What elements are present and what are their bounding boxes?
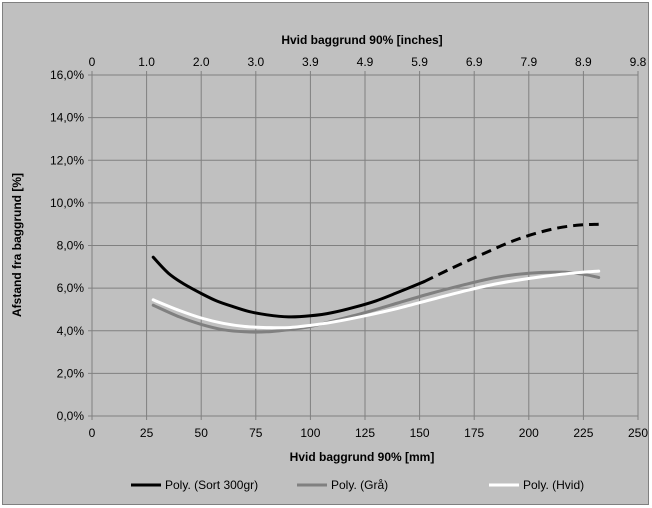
x-tick-label: 25	[140, 426, 154, 440]
x-axis-title: Hvid baggrund 90% [mm]	[290, 450, 435, 464]
series-line-poly-hvid	[151, 269, 601, 330]
legend-label-poly-hvid: Poly. (Hvid)	[523, 478, 584, 492]
series-lines	[151, 222, 601, 334]
y-axis-ticks: 0,0% 2,0% 4,0% 6,0% 8,0% 10,0% 12,0% 14,0% 16,0%	[50, 68, 84, 423]
x-tick-label: 250	[628, 426, 648, 440]
x2-tick-label: 8.9	[575, 55, 592, 69]
series-line-poly-gr	[151, 270, 601, 334]
x2-tick-label: 3.0	[247, 55, 264, 69]
series-line-poly-sort-300gr	[151, 255, 426, 319]
y-tick-label: 4,0%	[57, 324, 85, 338]
x2-tick-label: 9.8	[630, 55, 647, 69]
x-tick-label: 150	[410, 426, 430, 440]
y-tick-label: 10,0%	[50, 196, 84, 210]
x2-tick-label: 5.9	[411, 55, 428, 69]
y-tick-label: 2,0%	[57, 366, 85, 380]
y-tick-label: 8,0%	[57, 239, 85, 253]
y-tick-label: 14,0%	[50, 111, 84, 125]
grid-lines	[88, 71, 639, 420]
x2-tick-label: 2.0	[193, 55, 210, 69]
y-tick-label: 16,0%	[50, 68, 84, 82]
legend: Poly. (Sort 300gr) Poly. (Grå) Poly. (Hvid…	[131, 478, 584, 492]
x-tick-label: 175	[464, 426, 484, 440]
x2-axis-title: Hvid baggrund 90% [inches]	[281, 33, 442, 47]
x-tick-label: 75	[249, 426, 263, 440]
legend-label-poly-gr: Poly. (Grå)	[331, 478, 388, 492]
x-tick-label: 200	[519, 426, 539, 440]
x-tick-label: 125	[355, 426, 375, 440]
x2-tick-label: 1.0	[138, 55, 155, 69]
x2-tick-label: 7.9	[520, 55, 537, 69]
x2-tick-label: 0	[89, 55, 96, 69]
x2-tick-label: 6.9	[466, 55, 483, 69]
x2-tick-label: 3.9	[302, 55, 319, 69]
y-tick-label: 0,0%	[57, 409, 85, 423]
x2-tick-label: 4.9	[357, 55, 374, 69]
x-tick-label: 225	[573, 426, 593, 440]
series-line-poly-sort-300gr-extrapolated	[423, 222, 599, 284]
y-tick-label: 12,0%	[50, 153, 84, 167]
x2-axis-ticks: 0 1.0 2.0 3.0 3.9 4.9 5.9 6.9 7.9 8.9 9.8	[89, 55, 647, 69]
x-axis-ticks: 0 25 50 75 100 125 150 175 200 225 250	[89, 426, 649, 440]
y-tick-label: 6,0%	[57, 281, 85, 295]
y-axis-title: Afstand fra baggrund [%]	[10, 173, 24, 317]
x-tick-label: 100	[300, 426, 320, 440]
x-tick-label: 50	[195, 426, 209, 440]
x-tick-label: 0	[89, 426, 96, 440]
legend-label-poly-sort-300gr: Poly. (Sort 300gr)	[165, 478, 258, 492]
